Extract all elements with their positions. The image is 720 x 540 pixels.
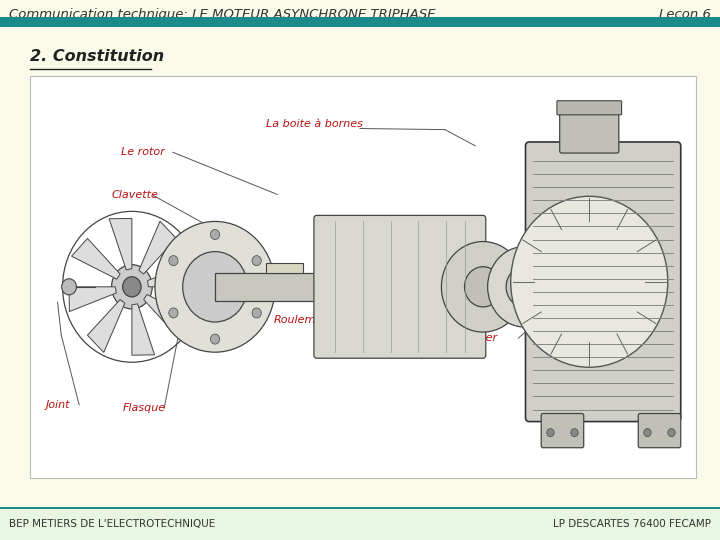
Text: Carter: Carter: [463, 333, 498, 343]
Polygon shape: [132, 304, 155, 355]
Circle shape: [210, 334, 220, 344]
Circle shape: [668, 429, 675, 437]
Text: Clavette: Clavette: [112, 191, 158, 200]
FancyBboxPatch shape: [541, 414, 584, 448]
FancyBboxPatch shape: [30, 76, 696, 478]
Circle shape: [62, 279, 76, 295]
Circle shape: [252, 308, 261, 318]
Text: Leçon 6: Leçon 6: [660, 8, 711, 21]
Polygon shape: [109, 218, 132, 270]
Text: Le stator: Le stator: [569, 401, 618, 411]
FancyBboxPatch shape: [0, 507, 720, 509]
Polygon shape: [266, 262, 303, 273]
Text: Flasque: Flasque: [122, 403, 166, 413]
Circle shape: [183, 252, 248, 322]
Polygon shape: [87, 300, 125, 353]
Text: La boite à bornes: La boite à bornes: [266, 119, 364, 129]
Text: 2. Constitution: 2. Constitution: [30, 49, 164, 64]
Circle shape: [122, 277, 141, 297]
Circle shape: [571, 429, 578, 437]
FancyBboxPatch shape: [0, 17, 720, 27]
Text: LP DESCARTES 76400 FECAMP: LP DESCARTES 76400 FECAMP: [554, 519, 711, 529]
Polygon shape: [148, 262, 194, 287]
Polygon shape: [69, 287, 116, 312]
FancyBboxPatch shape: [559, 107, 618, 153]
FancyBboxPatch shape: [0, 508, 720, 540]
Circle shape: [441, 241, 525, 332]
Text: Joint: Joint: [45, 400, 70, 410]
Circle shape: [546, 429, 554, 437]
Polygon shape: [71, 239, 120, 279]
Polygon shape: [139, 221, 176, 274]
Circle shape: [516, 277, 534, 297]
Circle shape: [252, 255, 261, 266]
Circle shape: [168, 308, 178, 318]
Text: Plaque à
bornes: Plaque à bornes: [576, 329, 624, 351]
Text: Roulement: Roulement: [274, 315, 334, 325]
Circle shape: [464, 267, 502, 307]
FancyBboxPatch shape: [526, 142, 680, 422]
Circle shape: [510, 196, 668, 367]
Circle shape: [155, 221, 275, 352]
Text: BEP METIERS DE L'ELECTROTECHNIQUE: BEP METIERS DE L'ELECTROTECHNIQUE: [9, 519, 215, 529]
Circle shape: [168, 255, 178, 266]
Circle shape: [487, 247, 562, 327]
Text: Le rotor: Le rotor: [121, 147, 165, 157]
Circle shape: [210, 230, 220, 240]
FancyBboxPatch shape: [638, 414, 680, 448]
FancyBboxPatch shape: [557, 101, 621, 115]
Circle shape: [644, 429, 651, 437]
Text: Communication technique: LE MOTEUR ASYNCHRONE TRIPHASE: Communication technique: LE MOTEUR ASYNC…: [9, 8, 436, 21]
Circle shape: [506, 267, 543, 307]
FancyBboxPatch shape: [314, 215, 486, 358]
Circle shape: [112, 265, 152, 309]
Polygon shape: [215, 273, 548, 301]
Polygon shape: [144, 294, 192, 335]
